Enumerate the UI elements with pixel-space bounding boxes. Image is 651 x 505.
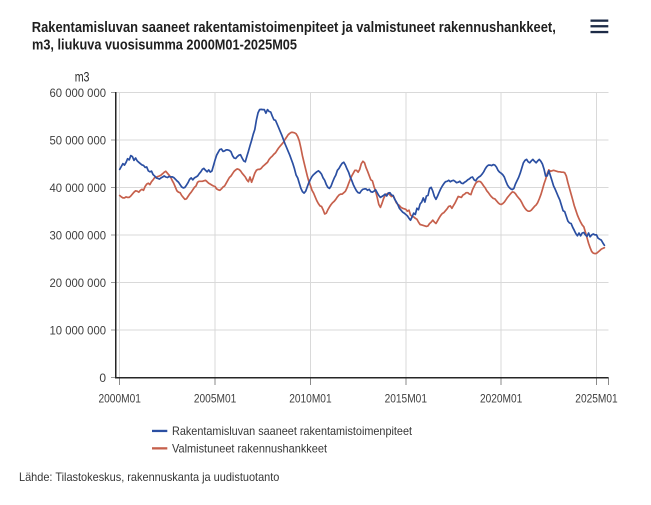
svg-text:20 000 000: 20 000 000 bbox=[50, 276, 107, 290]
svg-text:60 000 000: 60 000 000 bbox=[50, 86, 107, 100]
svg-text:2000M01: 2000M01 bbox=[99, 392, 142, 406]
svg-text:Rakentamisluvan saaneet rakent: Rakentamisluvan saaneet rakentamistoimen… bbox=[32, 19, 556, 36]
svg-text:10 000 000: 10 000 000 bbox=[50, 324, 107, 338]
svg-text:40 000 000: 40 000 000 bbox=[50, 181, 107, 195]
svg-text:50 000 000: 50 000 000 bbox=[50, 134, 107, 148]
svg-text:2020M01: 2020M01 bbox=[480, 392, 523, 406]
svg-text:2010M01: 2010M01 bbox=[289, 392, 332, 406]
svg-text:Rakentamisluvan saaneet rakent: Rakentamisluvan saaneet rakentamistoimen… bbox=[172, 424, 413, 438]
svg-text:Lähde: Tilastokeskus, rakennus: Lähde: Tilastokeskus, rakennuskanta ja u… bbox=[19, 470, 280, 484]
svg-text:2025M01: 2025M01 bbox=[575, 392, 618, 406]
svg-text:0: 0 bbox=[99, 371, 106, 385]
svg-text:m3: m3 bbox=[75, 69, 90, 84]
svg-text:m3, liukuva vuosisumma 2000M01: m3, liukuva vuosisumma 2000M01-2025M05 bbox=[32, 37, 297, 54]
svg-text:2005M01: 2005M01 bbox=[194, 392, 237, 406]
svg-text:Valmistuneet rakennushankkeet: Valmistuneet rakennushankkeet bbox=[172, 441, 328, 455]
svg-text:2015M01: 2015M01 bbox=[385, 392, 428, 406]
svg-text:30 000 000: 30 000 000 bbox=[50, 229, 107, 243]
